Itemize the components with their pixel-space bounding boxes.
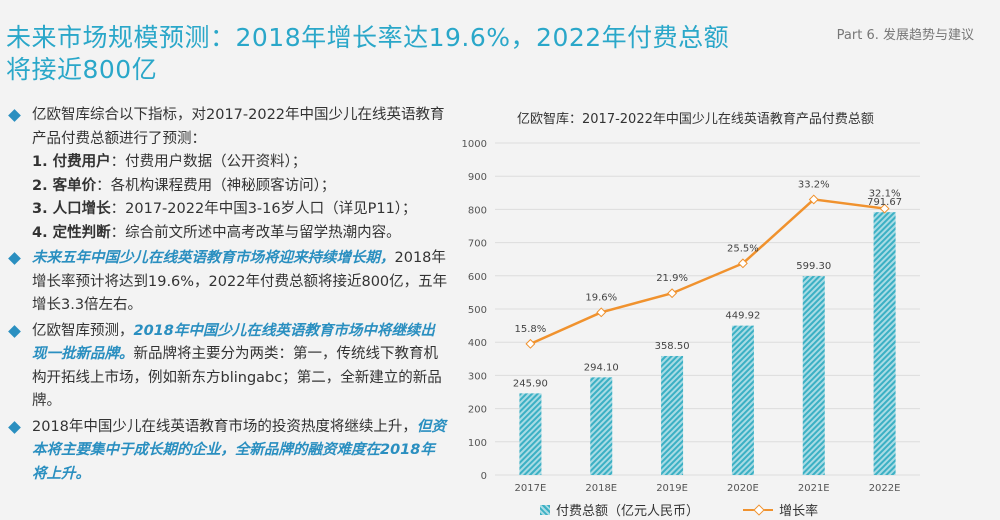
line-point	[525, 338, 536, 349]
line-point	[808, 194, 819, 205]
diamond-bullet-icon	[8, 109, 21, 122]
bar-value-label: 599.30	[796, 261, 831, 272]
legend-line-label: 增长率	[779, 504, 819, 519]
bar	[590, 377, 613, 475]
y-tick-label: 700	[468, 239, 487, 250]
x-tick-label: 2019E	[656, 483, 688, 494]
growth-rate-label: 25.5%	[727, 243, 759, 254]
diamond-bullet-icon	[8, 252, 21, 265]
y-tick-label: 1000	[462, 139, 487, 150]
bar	[731, 325, 754, 475]
bar	[873, 212, 896, 475]
bar-value-label: 245.90	[513, 378, 548, 389]
y-tick-label: 100	[468, 438, 487, 449]
bullet-3-text: 新品牌将主要分为两类：第一，传统线下教育机构开拓线上市场，例如新东方blinga…	[32, 346, 442, 409]
bar-value-label: 791.67	[867, 197, 902, 208]
growth-rate-label: 19.6%	[585, 292, 617, 303]
section-label: Part 6. 发展趋势与建议	[836, 28, 974, 43]
line-point	[737, 258, 748, 269]
growth-rate-label: 32.1%	[869, 189, 901, 200]
y-tick-label: 400	[468, 338, 487, 349]
line-point	[667, 288, 678, 299]
bullet-4-highlight: 但资本将主要集中于成长期的企业，全新品牌的融资难度在2018年将上升。	[32, 418, 446, 482]
x-tick-label: 2021E	[798, 483, 830, 494]
bar	[802, 276, 825, 475]
diamond-bullet-icon	[8, 324, 21, 338]
bar-value-label: 449.92	[725, 311, 760, 322]
chart-title: 亿欧智库：2017-2022年中国少儿在线英语教育产品付费总额	[517, 112, 874, 127]
bullet-1: 亿欧智库综合以下指标，对2017-2022年中国少儿在线英语教育产品付费总额进行…	[8, 104, 448, 245]
y-tick-label: 600	[468, 272, 487, 283]
bar-value-label: 358.50	[655, 341, 690, 352]
y-tick-label: 200	[468, 405, 487, 416]
text-panel: 亿欧智库综合以下指标，对2017-2022年中国少儿在线英语教育产品付费总额进行…	[8, 104, 448, 488]
bullet-2: 未来五年中国少儿在线英语教育市场将迎来持续增长期，2018年增长率预计将达到19…	[8, 247, 448, 318]
chart-legend: 付费总额（亿元人民币） 增长率	[540, 500, 818, 519]
diamond-bullet-icon	[8, 420, 21, 434]
bar-value-label: 294.10	[584, 362, 619, 373]
bullet-1-intro: 亿欧智库综合以下指标，对2017-2022年中国少儿在线英语教育产品付费总额进行…	[32, 107, 445, 147]
bullet-3-highlight: 2018年中国少儿在线英语教育市场中将继续出现一批新品牌。	[32, 322, 435, 363]
indicator-2: 2. 客单价：各机构课程费用（神秘顾客访问）；	[32, 177, 336, 194]
indicator-1: 1. 付费用户：付费用户数据（公开资料）；	[32, 154, 307, 170]
bullet-3-prefix: 亿欧智库预测，	[32, 322, 134, 339]
x-tick-label: 2017E	[515, 483, 547, 494]
bullet-4-text: 2018年中国少儿在线英语教育市场的投资热度将继续上升，	[32, 418, 417, 435]
page-title: 未来市场规模预测：2018年增长率达19.6%，2022年付费总额将接近800亿	[6, 23, 730, 84]
y-tick-label: 800	[468, 205, 487, 216]
y-tick-label: 300	[468, 371, 487, 382]
indicator-3: 3. 人口增长：2017-2022年中国3-16岁人口（详见P11）；	[32, 201, 417, 217]
growth-rate-line	[529, 198, 885, 346]
legend-bar-label: 付费总额（亿元人民币）	[556, 504, 700, 519]
indicator-4: 4. 定性判断：综合前文所述中高考改革与留学热潮内容。	[32, 224, 401, 241]
bar	[519, 393, 542, 475]
bullet-3: 亿欧智库预测，2018年中国少儿在线英语教育市场中将继续出现一批新品牌。新品牌将…	[8, 320, 448, 414]
legend-bar-swatch	[540, 504, 550, 515]
y-tick-label: 0	[481, 471, 487, 482]
y-tick-label: 500	[468, 305, 487, 316]
x-tick-label: 2022E	[869, 483, 901, 494]
growth-rate-label: 33.2%	[798, 179, 830, 190]
growth-rate-label: 15.8%	[515, 324, 547, 335]
bullet-2-text: 2018年增长率预计将达到19.6%，2022年付费总额将接近800亿，五年增长…	[32, 250, 448, 313]
x-tick-label: 2018E	[585, 483, 617, 494]
bullet-4: 2018年中国少儿在线英语教育市场的投资热度将继续上升，但资本将主要集中于成长期…	[8, 416, 448, 487]
bar	[661, 355, 684, 475]
bullet-2-highlight: 未来五年中国少儿在线英语教育市场将迎来持续增长期，	[32, 250, 395, 266]
growth-rate-label: 21.9%	[656, 273, 688, 284]
x-tick-label: 2020E	[727, 483, 759, 494]
line-point	[596, 307, 607, 318]
y-tick-label: 900	[468, 172, 487, 183]
legend-line-swatch	[743, 503, 774, 516]
chart: 0 100 200 300 400 500 600 700 800 900 1000 245.90 20…	[462, 139, 920, 494]
line-point	[879, 203, 890, 214]
